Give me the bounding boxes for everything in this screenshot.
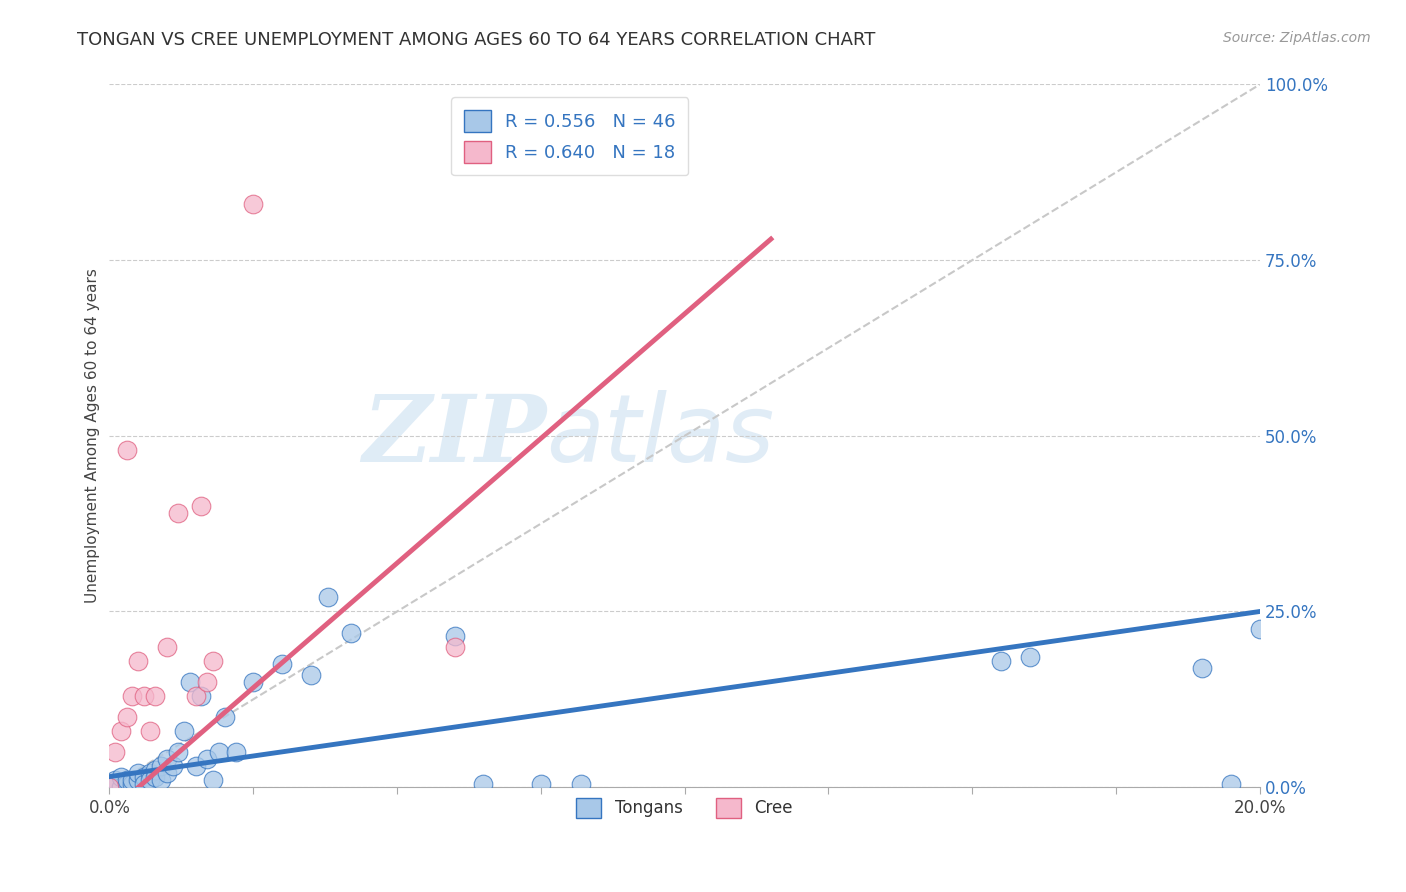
- Point: [115, 777, 138, 791]
- Point: [132, 777, 155, 791]
- Point: [104, 773, 127, 788]
- Point: [1249, 622, 1271, 636]
- Point: [104, 745, 127, 759]
- Point: [145, 763, 167, 777]
- Point: [242, 197, 264, 211]
- Point: [121, 773, 143, 788]
- Text: TONGAN VS CREE UNEMPLOYMENT AMONG AGES 60 TO 64 YEARS CORRELATION CHART: TONGAN VS CREE UNEMPLOYMENT AMONG AGES 6…: [77, 31, 876, 49]
- Point: [299, 667, 322, 681]
- Point: [1220, 777, 1243, 791]
- Point: [110, 780, 132, 794]
- Point: [132, 770, 155, 784]
- Point: [530, 777, 553, 791]
- Point: [127, 766, 149, 780]
- Point: [990, 654, 1012, 668]
- Point: [98, 780, 121, 794]
- Point: [201, 654, 224, 668]
- Point: [225, 745, 247, 759]
- Point: [1018, 650, 1040, 665]
- Point: [156, 766, 179, 780]
- Point: [121, 689, 143, 703]
- Point: [190, 499, 212, 513]
- Point: [115, 442, 138, 457]
- Point: [190, 689, 212, 703]
- Legend: Tongans, Cree: Tongans, Cree: [569, 791, 800, 824]
- Point: [184, 759, 207, 773]
- Point: [184, 689, 207, 703]
- Point: [195, 674, 218, 689]
- Point: [214, 710, 236, 724]
- Point: [156, 752, 179, 766]
- Point: [98, 780, 121, 794]
- Point: [443, 640, 465, 654]
- Point: [156, 640, 179, 654]
- Text: atlas: atlas: [547, 391, 775, 482]
- Point: [340, 625, 363, 640]
- Point: [242, 674, 264, 689]
- Point: [150, 759, 173, 773]
- Point: [167, 506, 190, 520]
- Text: ZIP: ZIP: [363, 391, 547, 481]
- Point: [316, 591, 339, 605]
- Point: [110, 723, 132, 738]
- Text: Source: ZipAtlas.com: Source: ZipAtlas.com: [1223, 31, 1371, 45]
- Point: [127, 654, 149, 668]
- Y-axis label: Unemployment Among Ages 60 to 64 years: Unemployment Among Ages 60 to 64 years: [86, 268, 100, 603]
- Point: [138, 723, 160, 738]
- Point: [271, 657, 294, 672]
- Point: [167, 745, 190, 759]
- Point: [121, 777, 143, 791]
- Point: [201, 773, 224, 788]
- Point: [115, 710, 138, 724]
- Point: [208, 745, 231, 759]
- Point: [104, 777, 127, 791]
- Point: [138, 773, 160, 788]
- Point: [162, 759, 184, 773]
- Point: [138, 766, 160, 780]
- Point: [173, 723, 195, 738]
- Point: [179, 674, 201, 689]
- Point: [145, 689, 167, 703]
- Point: [145, 770, 167, 784]
- Point: [110, 770, 132, 784]
- Point: [127, 773, 149, 788]
- Point: [443, 629, 465, 643]
- Point: [115, 773, 138, 788]
- Point: [569, 777, 592, 791]
- Point: [472, 777, 495, 791]
- Point: [1191, 661, 1213, 675]
- Point: [150, 773, 173, 788]
- Point: [195, 752, 218, 766]
- Point: [132, 689, 155, 703]
